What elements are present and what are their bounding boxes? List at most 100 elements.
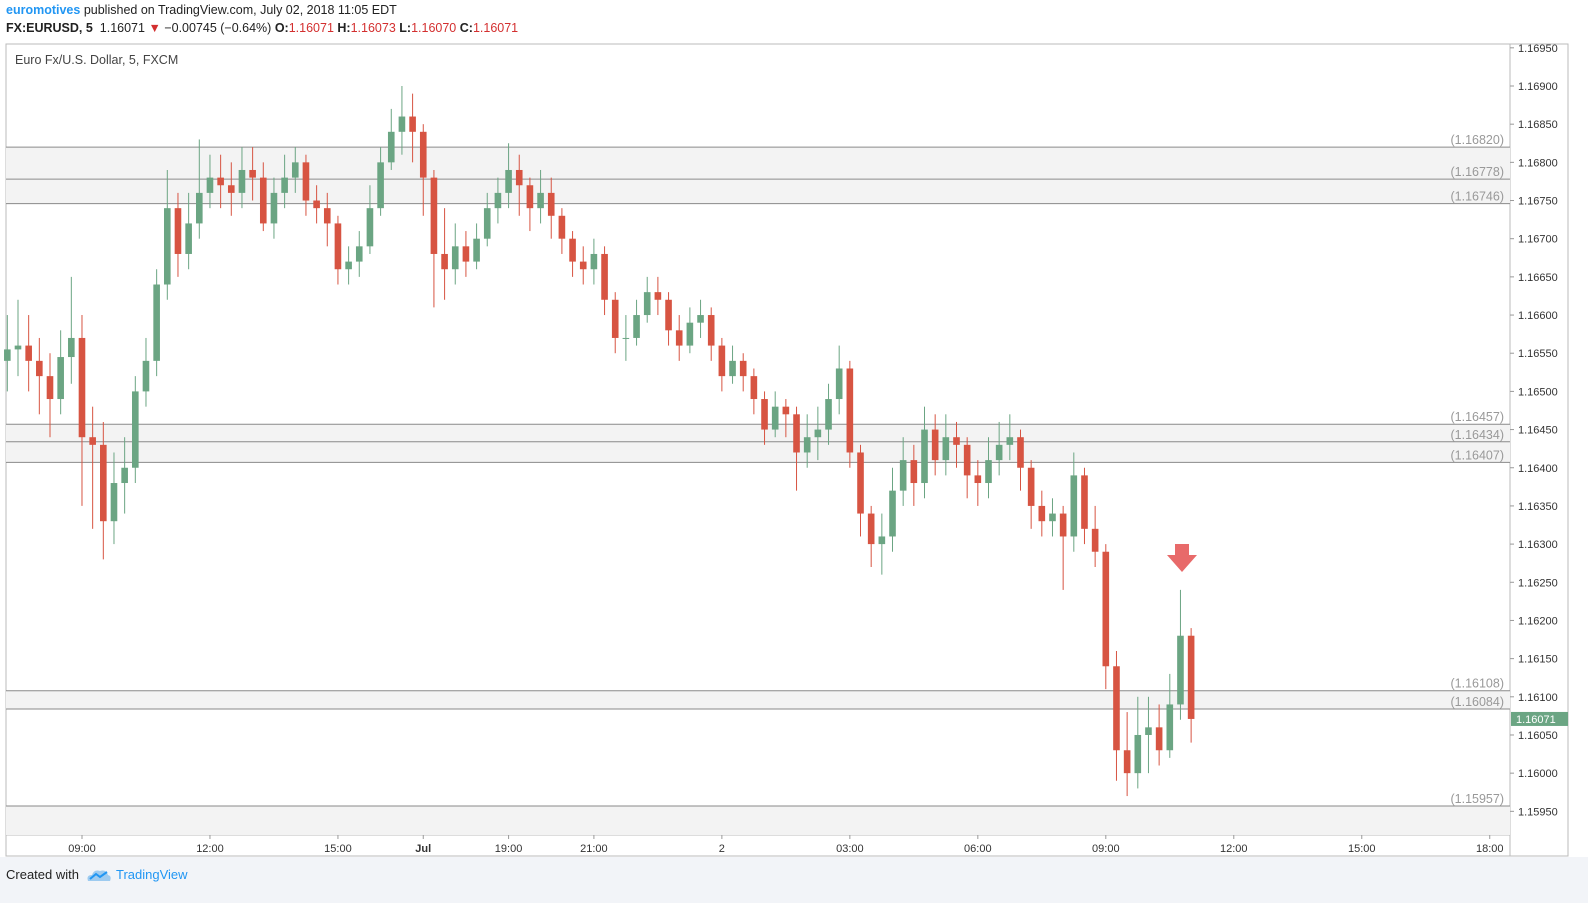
author[interactable]: euromotives <box>6 3 81 17</box>
y-tick-label: 1.15950 <box>1518 806 1558 818</box>
y-tick-label: 1.16250 <box>1518 577 1558 589</box>
level-label: (1.16746) <box>1450 190 1504 204</box>
y-tick-label: 1.16200 <box>1518 615 1558 627</box>
candle-body <box>1177 635 1184 705</box>
y-tick-label: 1.16650 <box>1518 272 1558 284</box>
candle-body <box>782 406 790 415</box>
candle-body <box>206 177 214 193</box>
candle-body <box>291 162 299 178</box>
level-label: (1.16108) <box>1450 677 1504 691</box>
candle-body <box>1102 551 1110 667</box>
candle-body <box>889 490 896 537</box>
candle-body <box>750 376 758 400</box>
y-tick-label: 1.16400 <box>1518 463 1558 475</box>
candle-body <box>4 349 11 361</box>
level-zone <box>6 690 1510 710</box>
x-tick-label: Jul <box>415 843 431 855</box>
candle-body <box>974 475 982 484</box>
x-tick-label: 12:00 <box>196 843 224 855</box>
candle-body <box>611 299 619 338</box>
candle-body <box>430 177 438 254</box>
x-tick-label: 21:00 <box>580 843 608 855</box>
candle-body <box>110 483 118 522</box>
candle-body <box>643 292 651 316</box>
candle-body <box>451 246 459 270</box>
y-tick-label: 1.16550 <box>1518 348 1558 360</box>
brand-logo <box>87 870 111 881</box>
candle-body <box>857 452 864 514</box>
last-price-tag <box>1511 711 1568 726</box>
candle-body <box>25 345 32 361</box>
x-tick-label: 2 <box>719 843 725 855</box>
y-tick-label: 1.16500 <box>1518 386 1558 398</box>
candle-body <box>921 429 928 484</box>
candle-body <box>803 437 811 453</box>
candle-body <box>1091 528 1099 552</box>
published: published on TradingView.com, July 02, 2… <box>83 3 397 17</box>
down-arrow: ▼ <box>148 21 161 35</box>
candle-body <box>1017 437 1024 468</box>
x-tick-label: 19:00 <box>495 843 523 855</box>
candle-body <box>569 238 576 262</box>
candle-body <box>100 444 107 522</box>
candle-body <box>174 208 182 254</box>
candle-body <box>483 208 491 239</box>
candle-body <box>78 337 86 438</box>
level-label: (1.16407) <box>1450 448 1504 462</box>
candle-body <box>771 406 779 430</box>
candle-body <box>729 360 736 377</box>
y-tick-label: 1.16050 <box>1518 730 1558 742</box>
candle-body <box>36 360 43 377</box>
candle-body <box>441 253 448 270</box>
candle-body <box>1187 635 1195 719</box>
y-tick-label: 1.16950 <box>1518 43 1558 55</box>
header-line: euromotives published on TradingView.com… <box>6 3 397 17</box>
x-tick-label: 12:00 <box>1220 843 1248 855</box>
candle-body <box>302 162 310 201</box>
ohlc-value: 1.16070 <box>411 21 457 35</box>
candle-body <box>419 131 427 178</box>
candle-body <box>270 192 278 224</box>
ohlc-label: C: <box>459 21 473 35</box>
candle-body <box>1070 475 1078 537</box>
candle-body <box>334 223 342 270</box>
header-line: FX:EURUSD, 5 1.16071 ▼ −0.00745 (−0.64%)… <box>6 21 518 35</box>
y-tick-label: 1.16900 <box>1518 81 1558 93</box>
candle-body <box>526 185 534 209</box>
candle-body <box>1049 513 1056 522</box>
candle-body <box>622 337 630 339</box>
brand[interactable]: TradingView <box>116 867 188 882</box>
candle-body <box>1038 505 1046 522</box>
candle-body <box>323 208 331 224</box>
candle-body <box>313 200 320 209</box>
y-tick-label: 1.16600 <box>1518 310 1558 322</box>
candle-body <box>366 208 374 247</box>
x-tick-label: 09:00 <box>68 843 96 855</box>
y-tick-label: 1.16350 <box>1518 501 1558 513</box>
x-tick-label: 15:00 <box>324 843 352 855</box>
candle-body <box>281 177 288 193</box>
candle-body <box>963 444 971 476</box>
level-zone <box>6 424 1510 463</box>
y-tick-label: 1.16150 <box>1518 654 1558 666</box>
ohlc-label: H: <box>337 21 351 35</box>
candle-body <box>1155 727 1163 751</box>
candle-body <box>46 376 54 400</box>
candle-body <box>238 169 246 193</box>
symbol: FX:EURUSD, 5 <box>6 21 93 35</box>
ohlc-value: 1.16071 <box>288 21 334 35</box>
y-tick-label: 1.16750 <box>1518 196 1558 208</box>
candle-body <box>57 357 64 400</box>
level-label: (1.16457) <box>1450 410 1504 424</box>
candle-body <box>825 399 832 430</box>
candle-body <box>515 169 523 186</box>
candle-body <box>462 246 470 262</box>
chart-title: Euro Fx/U.S. Dollar, 5, FXCM <box>15 53 178 67</box>
candle-body <box>1123 750 1131 774</box>
candle-body <box>1166 704 1174 751</box>
candle-body <box>707 315 715 346</box>
last-price-label: 1.16071 <box>1516 714 1556 726</box>
candle-body <box>153 284 160 361</box>
ohlc-label: L: <box>399 21 412 35</box>
candle-body <box>633 315 640 338</box>
